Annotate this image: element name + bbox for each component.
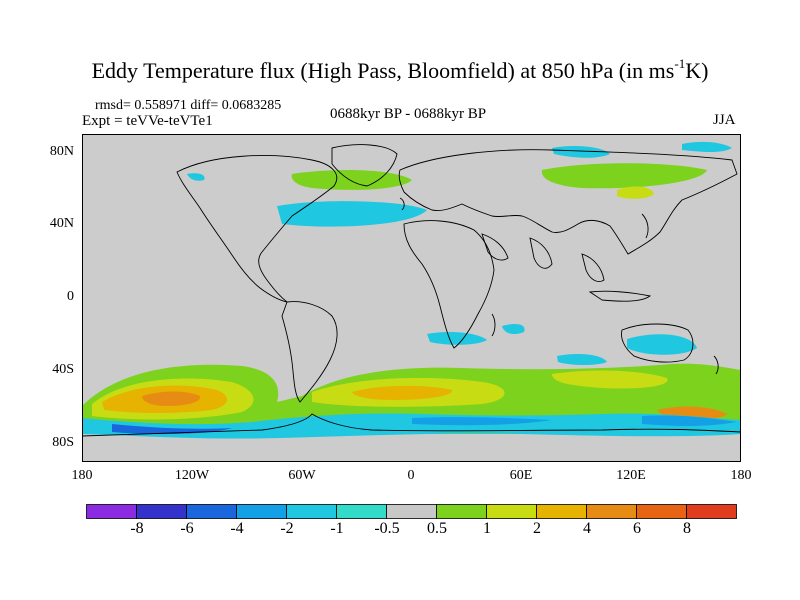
contour-sh-cyan-3 — [627, 334, 697, 355]
colorbar-label: 8 — [683, 520, 691, 537]
contour-sh-cyan-1 — [427, 332, 487, 345]
contour-sh-cyan-4 — [502, 324, 525, 334]
contour-nh-green-2 — [541, 163, 707, 189]
contour-fields — [82, 141, 741, 439]
contour-nh-cyan-3 — [187, 173, 205, 181]
coast-australia — [621, 323, 694, 363]
contour-nh-green-1 — [291, 170, 412, 190]
map-border — [82, 134, 741, 462]
colorbar-label: -2 — [280, 520, 294, 537]
coast-antarctica — [82, 413, 741, 437]
contour-antarctic-blue-2 — [412, 417, 552, 426]
lat-label-40s: 40S — [52, 362, 74, 377]
lon-label-60e: 60E — [509, 468, 533, 483]
colorbar-label: 2 — [533, 520, 541, 537]
lat-label-40n: 40N — [49, 216, 74, 231]
colorbar-label: 4 — [583, 520, 591, 537]
colorbar-box — [236, 504, 287, 519]
contour-sh-cyan-2 — [557, 354, 607, 365]
colorbar-box — [86, 504, 137, 519]
map-title: Eddy Temperature flux (High Pass, Bloomf… — [91, 56, 709, 83]
colorbar-box — [386, 504, 437, 519]
coast-north-america — [176, 155, 338, 303]
coast-southeast-asia — [581, 253, 605, 282]
colorbar-box — [636, 504, 687, 519]
colorbar-label: 1 — [483, 520, 491, 537]
coast-uk — [399, 197, 405, 211]
colorbar-label: -0.5 — [374, 520, 400, 537]
stats-label: rmsd= 0.558971 diff= 0.0683285 — [95, 98, 282, 113]
colorbar-label: -6 — [180, 520, 194, 537]
coast-india — [529, 237, 553, 269]
coast-madagascar — [491, 313, 496, 337]
lat-label-eq: 0 — [67, 289, 74, 304]
period-label: 0688kyr BP - 0688kyr BP — [330, 106, 487, 122]
contour-pacific-orange-inner — [142, 391, 201, 406]
colorbar — [86, 504, 737, 519]
colorbar-box — [586, 504, 637, 519]
colorbar-box — [486, 504, 537, 519]
colorbar-label: -1 — [330, 520, 344, 537]
colorbar-label: -4 — [230, 520, 244, 537]
lon-label-180e: 180 — [730, 468, 752, 483]
coast-arabia — [481, 233, 509, 261]
colorbar-box — [436, 504, 487, 519]
contour-antarctic-blue-3 — [642, 415, 737, 426]
coast-africa — [403, 220, 495, 349]
contour-nh-cyan-2 — [552, 146, 610, 158]
lat-label-80n: 80N — [49, 144, 74, 159]
coast-greenland — [331, 144, 398, 187]
colorbar-label: -8 — [130, 520, 144, 537]
contour-indian-yellow — [552, 370, 668, 389]
coast-south-america — [281, 301, 338, 403]
contour-nh-cyan-1 — [277, 201, 427, 227]
lon-label-180w: 180 — [71, 468, 93, 483]
colorbar-box — [336, 504, 387, 519]
colorbar-box — [686, 504, 737, 519]
colorbar-label: 0.5 — [427, 520, 447, 537]
season-label: JJA — [713, 112, 736, 128]
lon-label-120e: 120E — [616, 468, 646, 483]
contour-nh-yellow-2 — [617, 186, 654, 199]
lon-label-0: 0 — [407, 468, 415, 483]
colorbar-box — [136, 504, 187, 519]
lat-label-80s: 80S — [52, 435, 74, 450]
colorbar-box — [536, 504, 587, 519]
coast-new-zealand — [713, 355, 719, 375]
experiment-label: Expt = teVVe-teVTe1 — [82, 113, 213, 129]
coast-indonesia — [588, 290, 652, 302]
coast-japan — [641, 213, 649, 239]
coast-eurasia — [398, 149, 738, 255]
contour-antarctic-cyan — [82, 413, 741, 439]
world-map — [82, 134, 741, 462]
lon-label-120w: 120W — [174, 468, 210, 483]
coastlines — [82, 144, 741, 437]
colorbar-box — [286, 504, 337, 519]
lon-label-60w: 60W — [288, 468, 316, 483]
colorbar-label: 6 — [633, 520, 641, 537]
colorbar-box — [186, 504, 237, 519]
contour-atlantic-orange — [352, 385, 453, 400]
contour-nh-cyan-4 — [682, 141, 732, 152]
